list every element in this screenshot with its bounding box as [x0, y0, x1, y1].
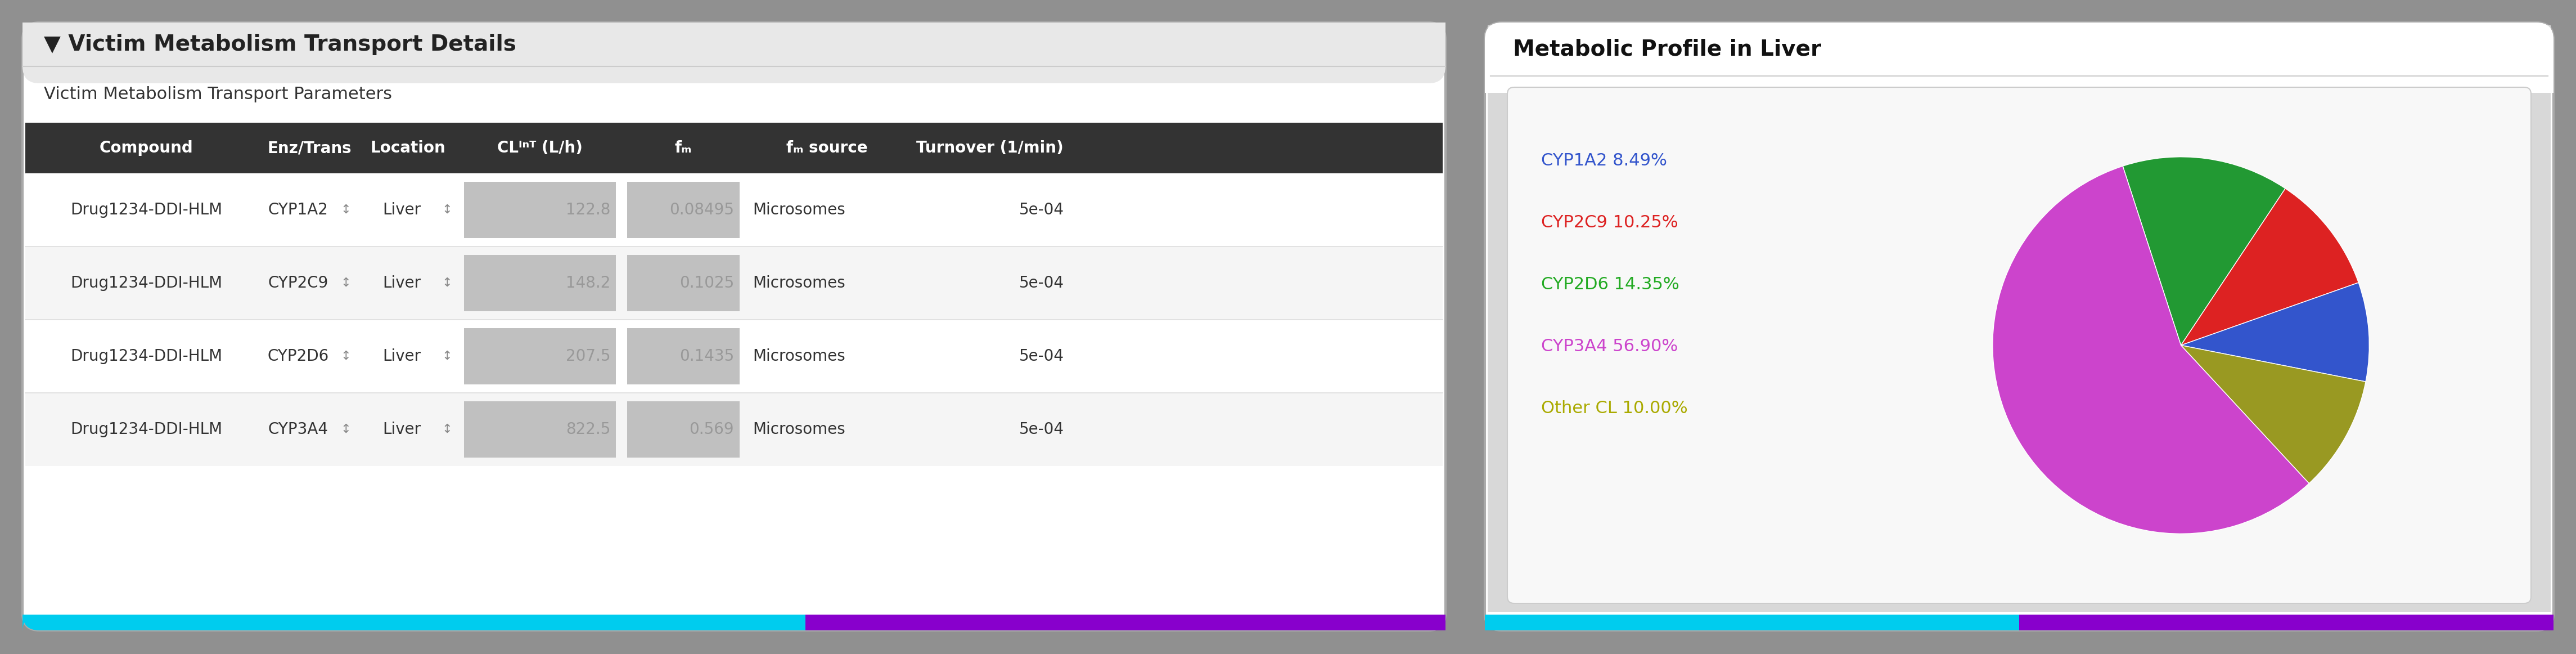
Text: Enz/Trans: Enz/Trans [268, 140, 350, 156]
Text: CYP2C9 10.25%: CYP2C9 10.25% [1540, 214, 1677, 230]
Text: 122.8: 122.8 [567, 202, 611, 218]
Wedge shape [2182, 188, 2360, 345]
Text: CLᴵⁿᵀ (L/h): CLᴵⁿᵀ (L/h) [497, 140, 582, 156]
Bar [23, 22, 1445, 67]
Bar [626, 328, 739, 385]
Text: Compound: Compound [100, 140, 193, 156]
Text: Microsomes: Microsomes [752, 349, 845, 364]
Bar [26, 173, 1443, 247]
Bar [464, 402, 616, 458]
Text: Drug1234-DDI-HLM: Drug1234-DDI-HLM [70, 422, 222, 438]
FancyBboxPatch shape [23, 22, 1445, 83]
Text: ↕: ↕ [340, 351, 350, 362]
Bar [1489, 26, 2550, 611]
FancyBboxPatch shape [1507, 87, 2532, 604]
Text: Location: Location [371, 140, 446, 156]
Bar [464, 328, 616, 385]
FancyBboxPatch shape [23, 613, 1445, 632]
Text: ↕: ↕ [340, 424, 350, 435]
Text: Microsomes: Microsomes [752, 202, 845, 218]
Bar [464, 182, 616, 238]
Bar [1484, 76, 2553, 93]
Text: fₘ source: fₘ source [786, 140, 868, 156]
Text: CYP2D6 14.35%: CYP2D6 14.35% [1540, 276, 1680, 292]
Text: Drug1234-DDI-HLM: Drug1234-DDI-HLM [70, 349, 222, 364]
Bar [626, 402, 739, 458]
Text: ↕: ↕ [340, 204, 350, 216]
Text: CYP3A4 56.90%: CYP3A4 56.90% [1540, 338, 1677, 354]
Bar [626, 255, 739, 311]
Text: Other CL 10.00%: Other CL 10.00% [1540, 400, 1687, 416]
FancyBboxPatch shape [23, 22, 1445, 630]
Text: Metabolic Profile in Liver: Metabolic Profile in Liver [1512, 39, 1821, 60]
Text: CYP1A2 8.49%: CYP1A2 8.49% [1540, 152, 1667, 169]
Wedge shape [2182, 345, 2365, 483]
Text: 0.08495: 0.08495 [670, 202, 734, 218]
Text: Microsomes: Microsomes [752, 275, 845, 291]
Text: Liver: Liver [381, 275, 420, 291]
Text: Liver: Liver [381, 422, 420, 438]
FancyBboxPatch shape [1484, 22, 2553, 630]
Text: Liver: Liver [381, 202, 420, 218]
Text: 822.5: 822.5 [567, 422, 611, 438]
Bar [23, 615, 1445, 623]
Bar [26, 320, 1443, 393]
Text: Victim Metabolism Transport Parameters: Victim Metabolism Transport Parameters [44, 86, 392, 103]
Wedge shape [2123, 157, 2285, 345]
Text: ▼ Victim Metabolism Transport Details: ▼ Victim Metabolism Transport Details [44, 34, 515, 55]
Text: CYP2C9: CYP2C9 [268, 275, 327, 291]
Text: Microsomes: Microsomes [752, 422, 845, 438]
Bar [2020, 615, 2553, 630]
Text: fₘ: fₘ [675, 140, 693, 156]
Text: CYP2D6: CYP2D6 [268, 349, 330, 364]
Bar [26, 247, 1443, 320]
Text: 0.1025: 0.1025 [680, 275, 734, 291]
Text: Liver: Liver [381, 349, 420, 364]
Text: CYP3A4: CYP3A4 [268, 422, 327, 438]
Text: Drug1234-DDI-HLM: Drug1234-DDI-HLM [70, 202, 222, 218]
Text: Drug1234-DDI-HLM: Drug1234-DDI-HLM [70, 275, 222, 291]
Text: 5e-04: 5e-04 [1020, 275, 1064, 291]
Text: 207.5: 207.5 [567, 349, 611, 364]
Text: ↕: ↕ [443, 351, 453, 362]
Text: 5e-04: 5e-04 [1020, 202, 1064, 218]
Text: Turnover (1/min): Turnover (1/min) [917, 140, 1064, 156]
Text: CYP1A2: CYP1A2 [268, 202, 327, 218]
Text: ↕: ↕ [443, 424, 453, 435]
Bar [26, 393, 1443, 466]
Bar [1484, 615, 2020, 630]
Wedge shape [2182, 283, 2370, 382]
Bar [806, 615, 1445, 630]
Text: ↕: ↕ [443, 204, 453, 216]
Text: 0.569: 0.569 [690, 422, 734, 438]
Text: 148.2: 148.2 [567, 275, 611, 291]
FancyBboxPatch shape [1484, 22, 2553, 93]
Text: ↕: ↕ [340, 277, 350, 288]
Wedge shape [1994, 166, 2308, 534]
Bar [626, 182, 739, 238]
Bar [464, 255, 616, 311]
Text: 5e-04: 5e-04 [1020, 422, 1064, 438]
Text: 0.1435: 0.1435 [680, 349, 734, 364]
Text: ↕: ↕ [443, 277, 453, 288]
Text: 5e-04: 5e-04 [1020, 349, 1064, 364]
Bar [26, 123, 1443, 173]
